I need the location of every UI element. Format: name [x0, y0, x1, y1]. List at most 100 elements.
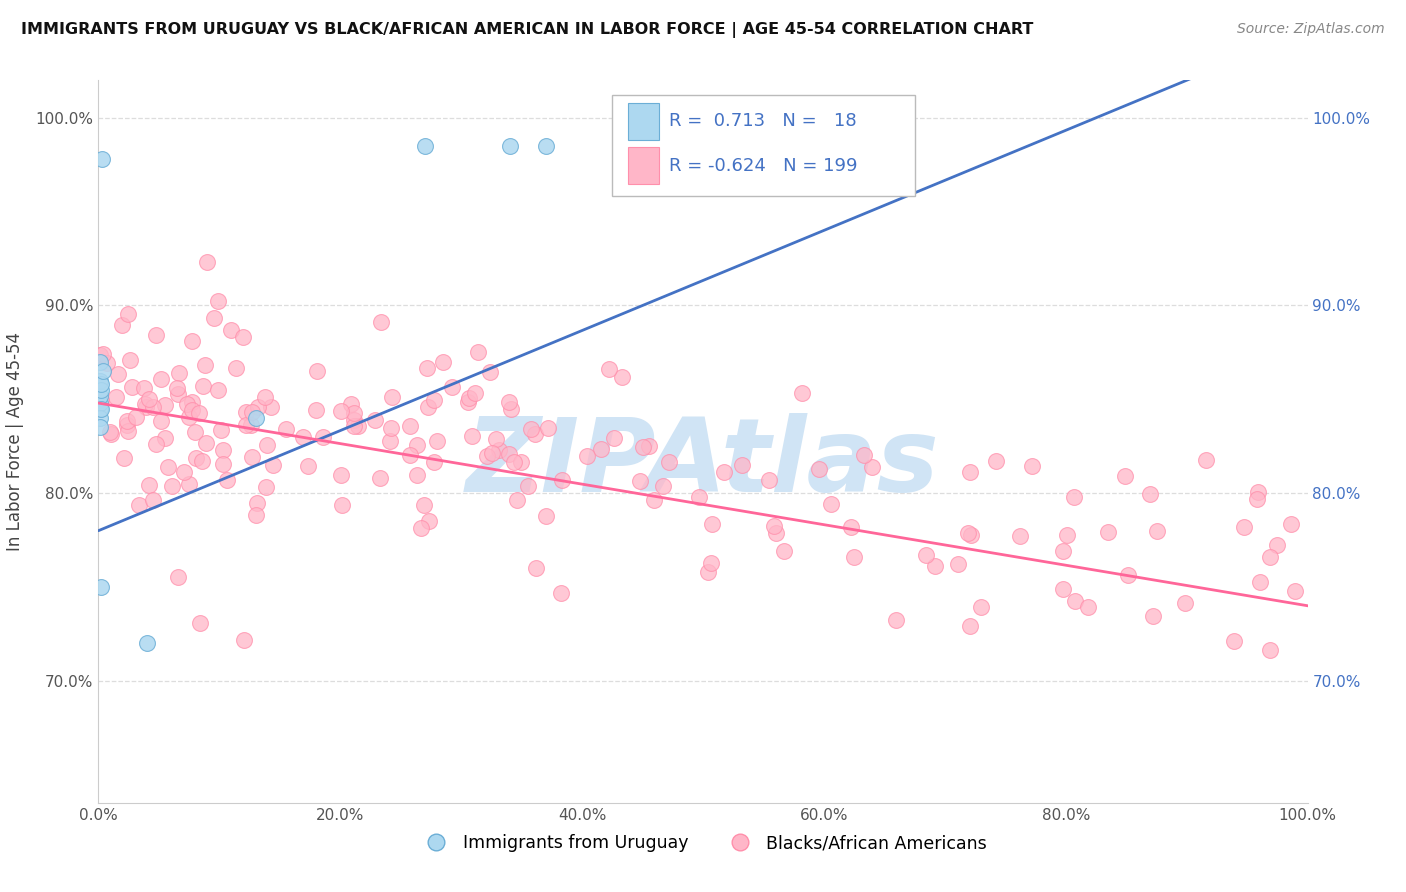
Point — [416, 400, 439, 414]
Point — [370, 314, 392, 328]
Point — [498, 447, 520, 461]
Point — [98, 425, 121, 439]
Point — [1194, 453, 1216, 467]
Point — [245, 411, 267, 425]
Point — [90, 377, 112, 392]
Point — [792, 386, 814, 401]
Point — [177, 410, 200, 425]
Y-axis label: In Labor Force | Age 45-54: In Labor Force | Age 45-54 — [7, 332, 24, 551]
Point — [1139, 487, 1161, 501]
Point — [262, 458, 284, 472]
Point — [423, 455, 446, 469]
Point — [212, 442, 235, 457]
Point — [181, 334, 204, 349]
Point — [457, 395, 479, 409]
Point — [488, 443, 510, 458]
Point — [475, 449, 498, 463]
Point — [416, 360, 439, 375]
Point — [138, 477, 160, 491]
Point — [1265, 538, 1288, 552]
Point — [120, 353, 142, 368]
Point — [1052, 544, 1074, 558]
Point — [112, 450, 135, 465]
FancyBboxPatch shape — [628, 103, 659, 140]
Point — [142, 493, 165, 508]
Point — [713, 465, 735, 479]
Point — [1142, 609, 1164, 624]
Point — [90, 392, 112, 407]
Point — [984, 454, 1007, 468]
Point — [765, 526, 787, 541]
Point — [167, 570, 190, 584]
Point — [194, 359, 217, 373]
Point — [93, 347, 115, 361]
Point — [89, 374, 111, 388]
Point — [510, 455, 533, 469]
Point — [190, 616, 212, 631]
Point — [697, 565, 720, 579]
Point — [187, 406, 209, 420]
Point — [413, 139, 436, 153]
Point — [1118, 568, 1140, 582]
Point — [180, 395, 202, 409]
Point — [516, 479, 538, 493]
Point — [1114, 468, 1136, 483]
Point — [485, 432, 508, 446]
Point — [276, 422, 298, 436]
Point — [398, 448, 420, 462]
Point — [378, 434, 401, 448]
Point — [233, 633, 256, 648]
Point — [96, 356, 118, 370]
Point — [312, 430, 335, 444]
FancyBboxPatch shape — [613, 95, 915, 196]
Point — [209, 423, 232, 437]
Point — [89, 401, 111, 416]
Point — [658, 455, 681, 469]
Point — [526, 561, 548, 575]
Point — [1097, 524, 1119, 539]
Point — [91, 364, 114, 378]
Point — [411, 520, 433, 534]
Point — [100, 426, 122, 441]
Point — [589, 442, 612, 456]
Point — [256, 437, 278, 451]
Point — [1052, 582, 1074, 596]
Point — [610, 370, 633, 384]
Point — [758, 473, 780, 487]
Point — [432, 355, 454, 369]
Point — [91, 152, 114, 166]
Point — [89, 411, 111, 425]
Point — [297, 458, 319, 473]
Point — [184, 451, 207, 466]
Point — [364, 413, 387, 427]
Point — [193, 378, 215, 392]
Point — [413, 498, 436, 512]
Point — [1063, 491, 1085, 505]
Point — [219, 323, 242, 337]
Point — [246, 400, 269, 414]
Point — [1008, 529, 1031, 543]
Point — [536, 508, 558, 523]
Point — [217, 473, 239, 487]
Point — [461, 429, 484, 443]
Point — [381, 390, 404, 404]
Point — [688, 491, 710, 505]
Point — [399, 418, 422, 433]
Point — [1279, 517, 1302, 532]
Point — [343, 413, 366, 427]
Point — [207, 293, 229, 308]
Point — [418, 514, 440, 528]
Point — [89, 388, 111, 402]
Point — [506, 493, 529, 508]
Point — [575, 449, 598, 463]
Point — [340, 396, 363, 410]
Point — [1146, 524, 1168, 538]
Point — [343, 406, 366, 420]
Point — [135, 400, 157, 414]
Point — [90, 580, 112, 594]
Point — [1077, 600, 1099, 615]
Point — [368, 471, 391, 485]
Point — [839, 520, 862, 534]
Point — [117, 307, 139, 321]
Point — [551, 473, 574, 487]
